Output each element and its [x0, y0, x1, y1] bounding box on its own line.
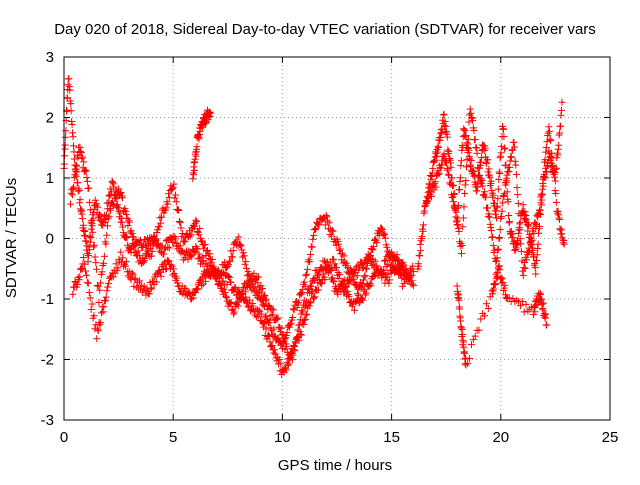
chart-background	[0, 0, 640, 480]
